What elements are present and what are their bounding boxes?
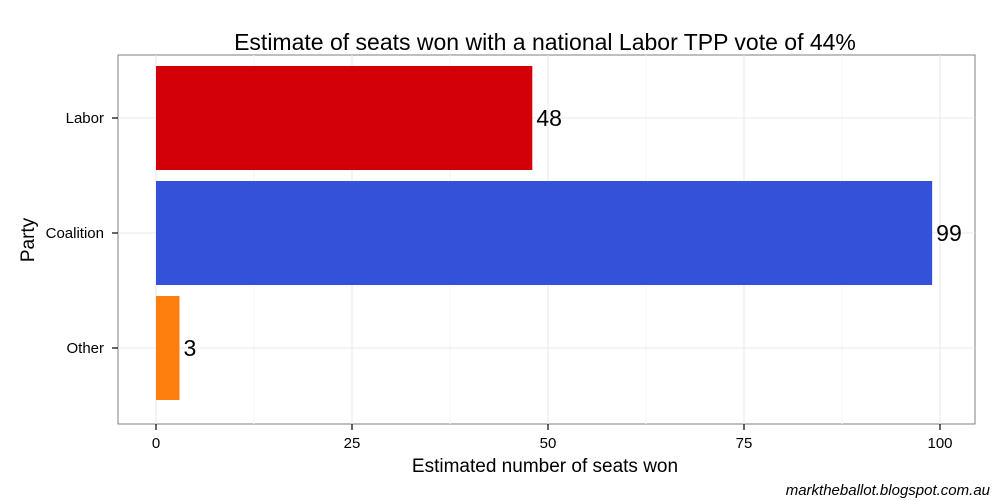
- y-axis: Labor Coalition Other: [46, 110, 118, 357]
- data-labels: 48 99 3: [184, 105, 962, 361]
- x-tick-label: 75: [736, 435, 753, 452]
- x-axis-title: Estimated number of seats won: [412, 456, 678, 477]
- y-tick-label-coalition: Coalition: [46, 225, 104, 242]
- footer-credit: marktheballot.blogspot.com.au: [786, 482, 991, 499]
- y-axis-title: Party: [18, 217, 39, 262]
- x-tick-label: 0: [152, 435, 160, 452]
- data-label-coalition: 99: [936, 220, 962, 246]
- x-tick-label: 25: [344, 435, 361, 452]
- y-tick-label-other: Other: [66, 340, 104, 357]
- x-tick-label: 50: [540, 435, 557, 452]
- y-tick-label-labor: Labor: [66, 110, 104, 127]
- x-tick-label: 100: [927, 435, 952, 452]
- bars: [156, 66, 933, 400]
- x-axis: 0 25 50 75 100: [152, 424, 953, 452]
- data-label-labor: 48: [536, 105, 562, 131]
- data-label-other: 3: [184, 335, 197, 361]
- bar-labor: [156, 66, 533, 170]
- chart-title: Estimate of seats won with a national La…: [234, 29, 856, 55]
- bar-other: [156, 296, 180, 400]
- bar-coalition: [156, 181, 933, 285]
